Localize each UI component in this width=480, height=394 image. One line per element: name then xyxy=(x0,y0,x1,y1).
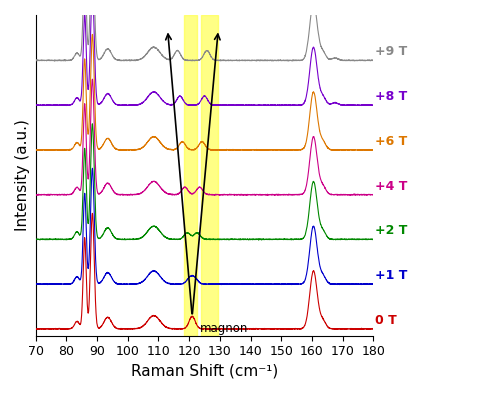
Text: +8 T: +8 T xyxy=(375,90,407,103)
Bar xyxy=(202,15,218,336)
Text: magnon: magnon xyxy=(200,322,248,335)
Text: +9 T: +9 T xyxy=(375,45,407,58)
Text: +4 T: +4 T xyxy=(375,180,407,193)
Text: +1 T: +1 T xyxy=(375,269,407,282)
Y-axis label: Intensity (a.u.): Intensity (a.u.) xyxy=(15,119,30,231)
Bar xyxy=(184,15,197,336)
Text: +6 T: +6 T xyxy=(375,135,407,148)
Text: 0 T: 0 T xyxy=(375,314,396,327)
X-axis label: Raman Shift (cm⁻¹): Raman Shift (cm⁻¹) xyxy=(131,364,278,379)
Text: +2 T: +2 T xyxy=(375,224,407,237)
